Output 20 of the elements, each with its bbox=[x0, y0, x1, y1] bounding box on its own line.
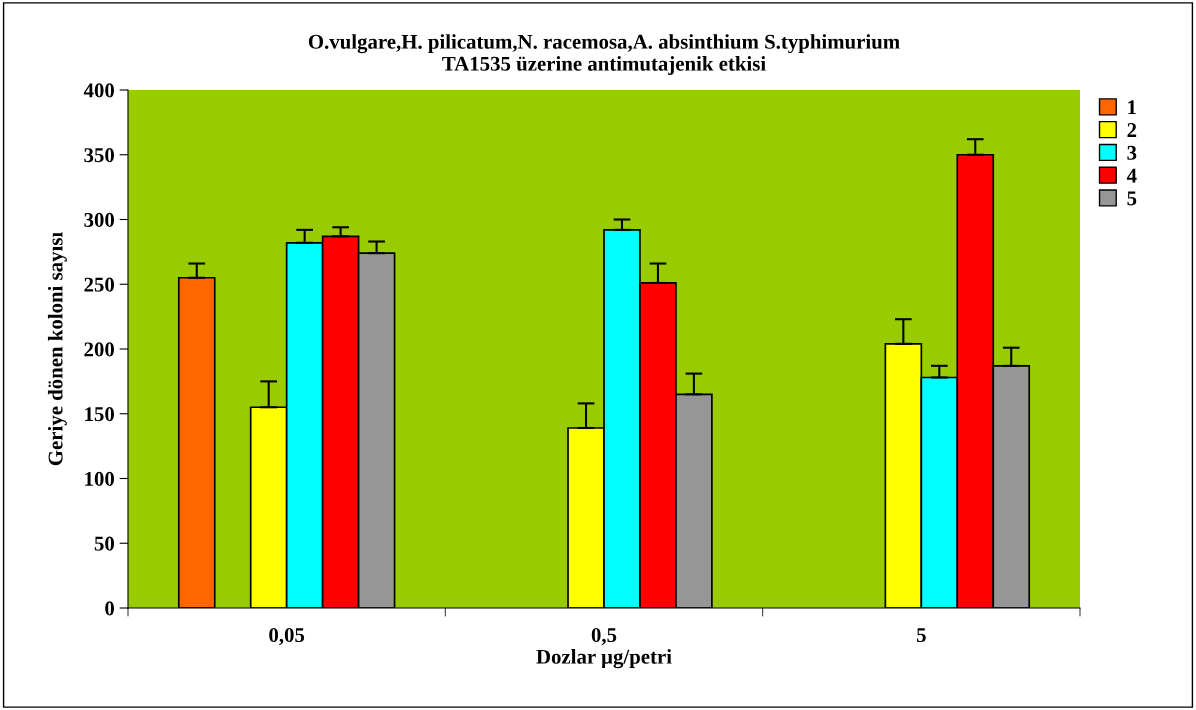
y-tick-label: 400 bbox=[83, 83, 115, 98]
x-tick-label: 5 bbox=[916, 628, 926, 643]
y-tick-label: 300 bbox=[84, 212, 115, 227]
x-axis-title: Dozlar µg/petri bbox=[536, 649, 672, 669]
y-tick-label: 250 bbox=[84, 277, 115, 292]
x-tick-label: 0,05 bbox=[269, 628, 305, 646]
y-tick-label: 50 bbox=[94, 536, 115, 551]
legend-label: 3 bbox=[1127, 145, 1137, 160]
chart-title: O.vulgare,H. pilicatum,N. racemosa,A. absinthium S.typhimurium TA1535 üzerine antimutajenik etkisi bbox=[308, 34, 900, 75]
legend-label: 4 bbox=[1126, 168, 1137, 183]
y-axis-title: Geriye dönen koloni sayısı bbox=[47, 232, 67, 466]
y-tick-label: 350 bbox=[84, 148, 115, 163]
legend-label: 5 bbox=[1127, 191, 1137, 206]
legend-label: 2 bbox=[1127, 123, 1137, 137]
x-tick-label: 0,5 bbox=[591, 628, 617, 646]
legend-label: 1 bbox=[1128, 100, 1136, 115]
y-tick-label: 200 bbox=[84, 342, 115, 357]
y-tick-label: 100 bbox=[85, 471, 115, 486]
y-tick-label: 150 bbox=[85, 407, 115, 422]
y-tick-label: 0 bbox=[105, 601, 115, 616]
